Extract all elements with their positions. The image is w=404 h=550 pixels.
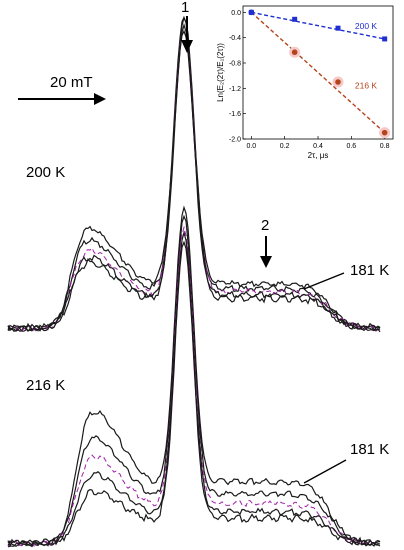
inset-xtick-label-3: 0.6 bbox=[346, 143, 356, 150]
lower-reference-label: 181 K bbox=[350, 441, 390, 458]
inset-xtick-label-0: 0.0 bbox=[246, 143, 256, 150]
lower-trace-2 bbox=[7, 214, 381, 547]
upper-ref-pointer bbox=[303, 272, 345, 290]
inset-fit-200k bbox=[251, 11, 385, 40]
lower-trace-3 bbox=[7, 225, 381, 547]
inset-point-216k-0 bbox=[248, 9, 255, 16]
inset-plot: 0.0 0.2 0.4 0.6 0.8 0.0 -0.4 -0.8 -1.2 -1.6 -2.0 2τ… bbox=[216, 5, 394, 160]
upper-reference-label: 181 K bbox=[350, 262, 390, 279]
inset-point-216k-2 bbox=[335, 79, 341, 85]
scale-bar-arrow bbox=[18, 93, 106, 105]
inset-point-216k-1 bbox=[291, 49, 298, 56]
lower-trace-5 bbox=[7, 240, 381, 548]
spectra-lower-group bbox=[7, 205, 381, 548]
inset-xtick-label-1: 0.2 bbox=[280, 143, 290, 150]
marker-2-label: 2 bbox=[261, 217, 270, 234]
inset-series-label-200k: 200 K bbox=[355, 21, 378, 31]
inset-point-216k-3 bbox=[381, 129, 388, 136]
inset-ylabel: Ln(E₂(2τ)/E₁(2τ)) bbox=[216, 43, 225, 102]
marker-1-label: 1 bbox=[181, 0, 190, 16]
lower-temperature-label: 216 K bbox=[26, 377, 66, 394]
inset-series-label-216k: 216 K bbox=[355, 80, 378, 90]
inset-ytick-label-2: -0.8 bbox=[229, 61, 241, 68]
inset-ytick-label-4: -1.6 bbox=[229, 111, 241, 118]
inset-xtick-label-4: 0.8 bbox=[380, 143, 390, 150]
inset-xlabel: 2τ, μs bbox=[308, 151, 329, 160]
marker-1-arrow bbox=[181, 16, 193, 53]
upper-trace-5 bbox=[7, 29, 381, 333]
marker-2-arrow bbox=[260, 236, 272, 268]
lower-ref-pointer bbox=[303, 459, 347, 484]
inset-xtick-label-2: 0.4 bbox=[313, 143, 323, 150]
inset-fit-216k bbox=[250, 11, 386, 134]
lower-trace-1 bbox=[7, 205, 381, 548]
spectra-upper-group bbox=[7, 15, 381, 333]
scale-bar-label: 20 mT bbox=[50, 74, 93, 91]
upper-temperature-label: 200 K bbox=[26, 164, 66, 181]
inset-point-200k-3 bbox=[382, 36, 388, 42]
inset-point-200k-2 bbox=[335, 25, 341, 31]
inset-ytick-label-3: -1.2 bbox=[229, 86, 241, 93]
inset-ytick-label-0: 0.0 bbox=[231, 10, 241, 17]
inset-ytick-label-5: -2.0 bbox=[229, 137, 241, 144]
inset-ytick-label-1: -0.4 bbox=[229, 35, 241, 42]
inset-point-200k-1 bbox=[292, 16, 298, 22]
